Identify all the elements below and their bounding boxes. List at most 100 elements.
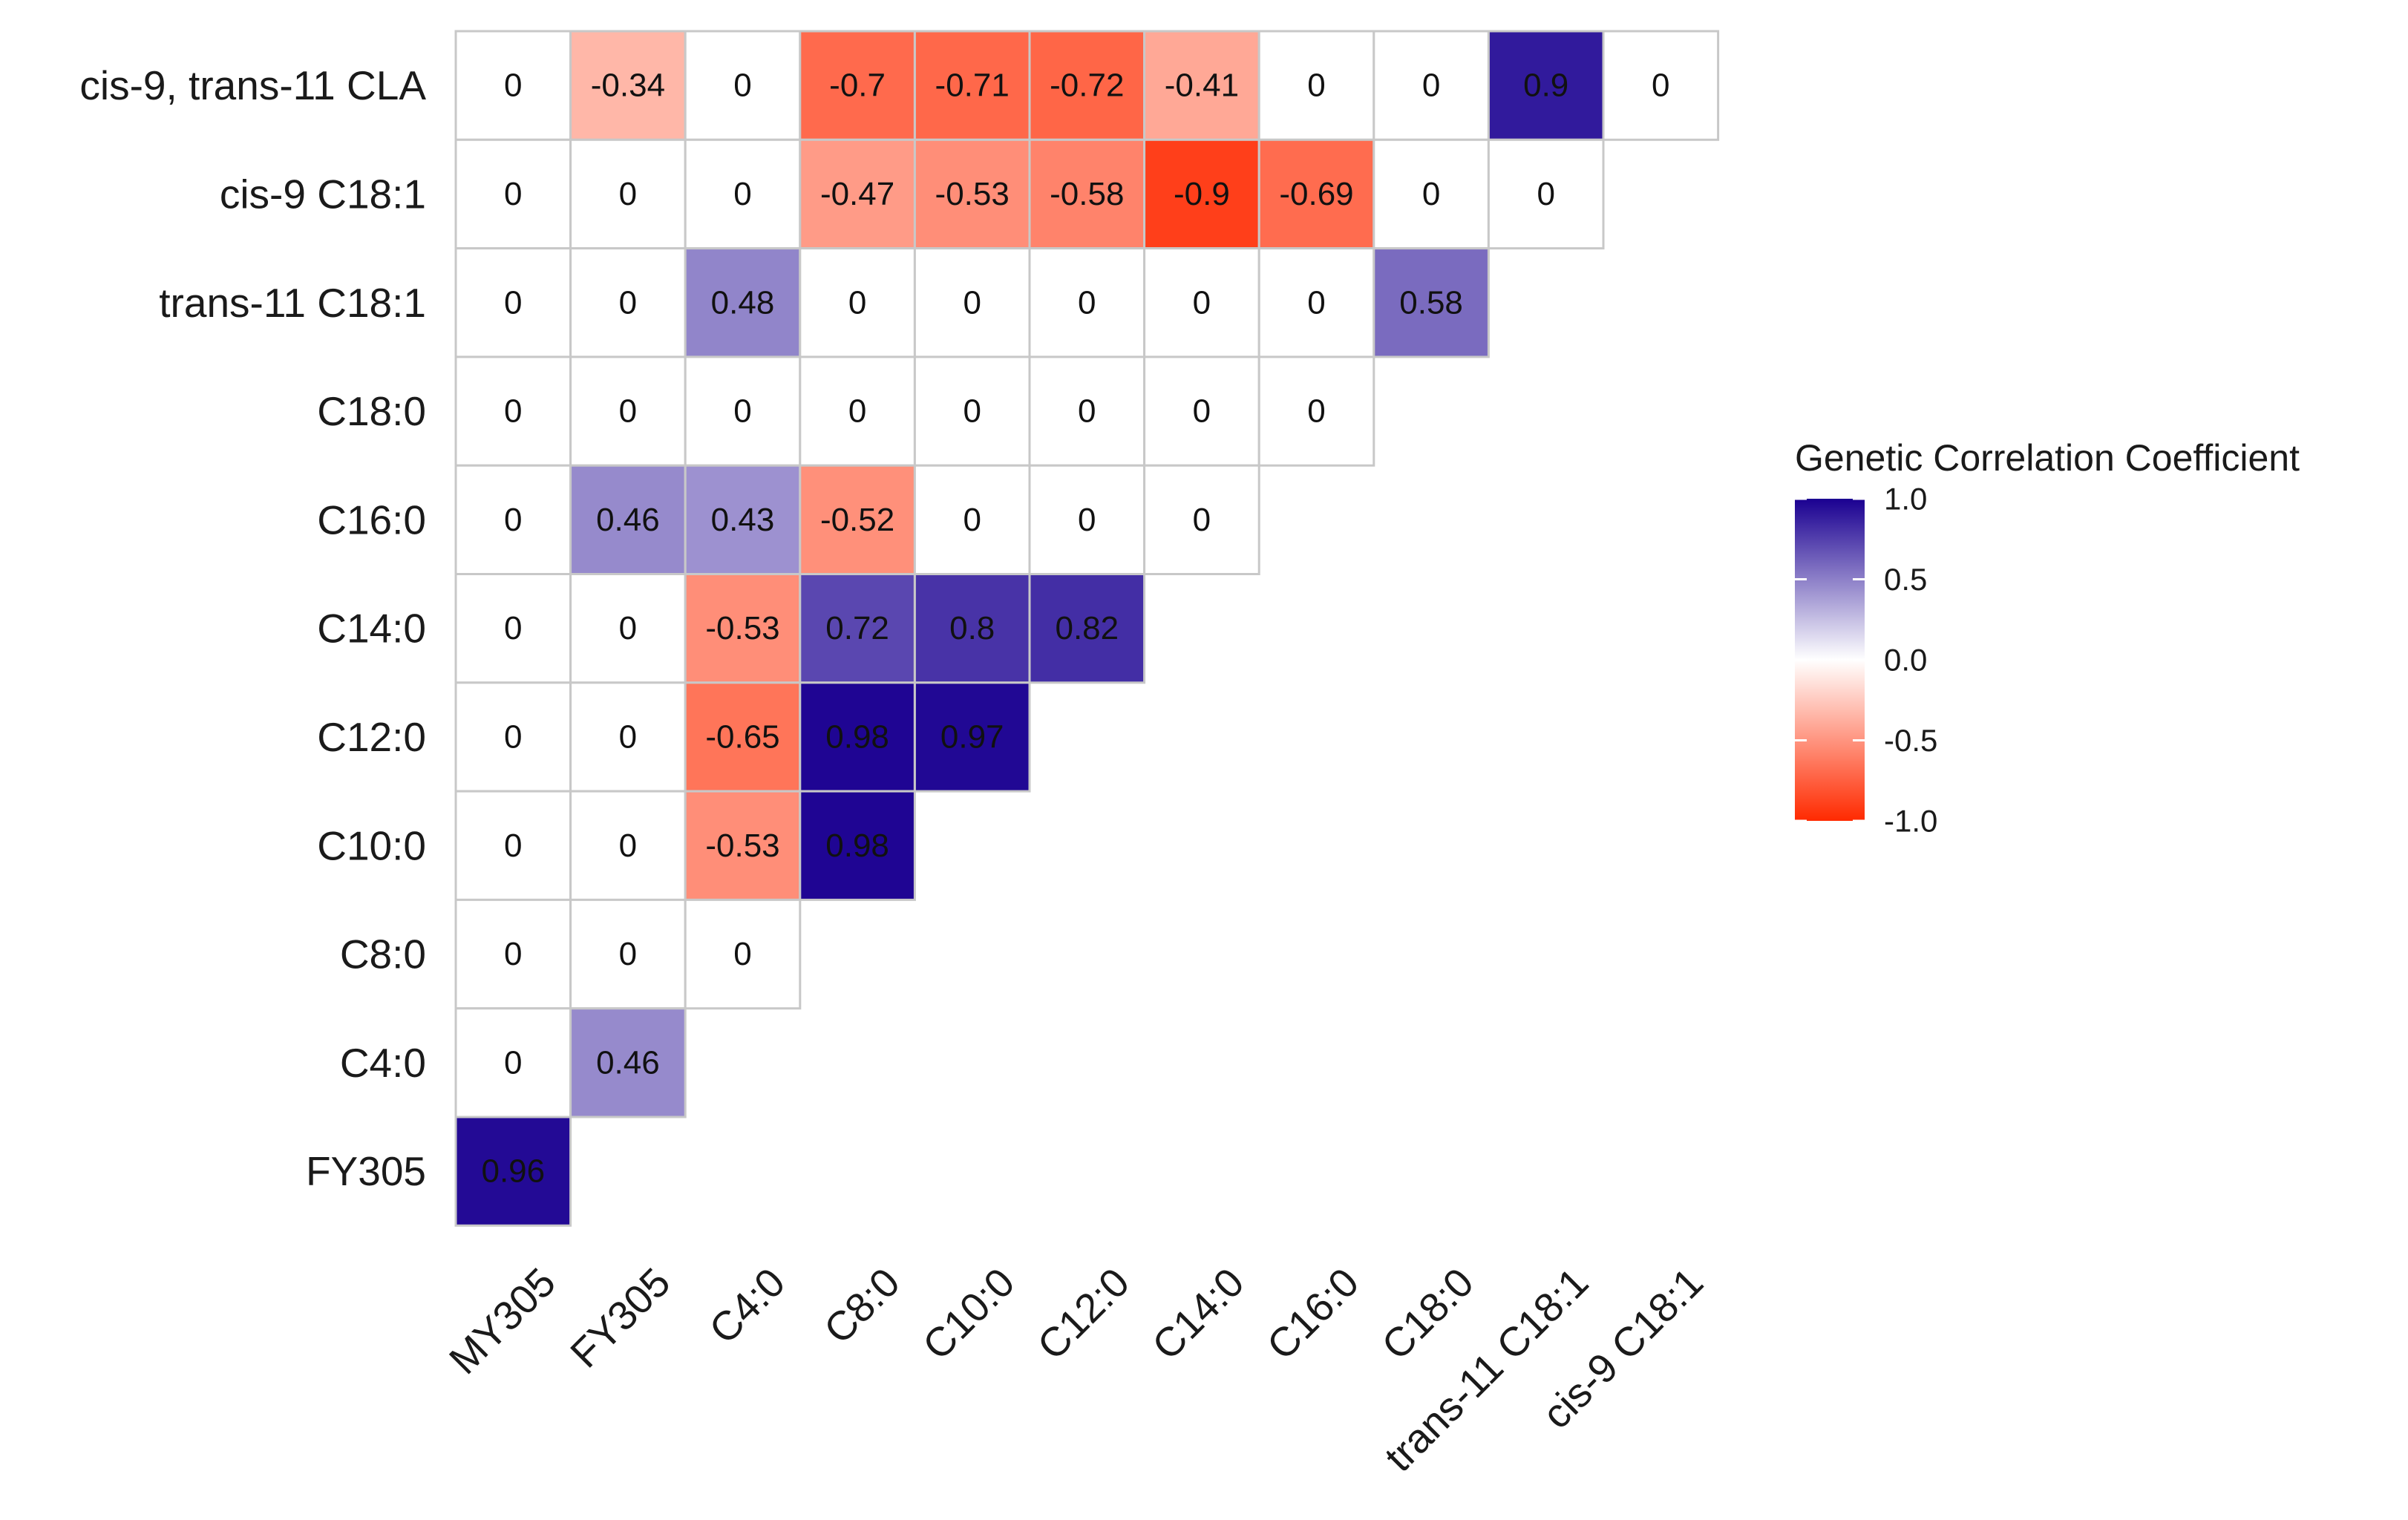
heatmap-cell xyxy=(454,1116,572,1227)
heatmap-cell xyxy=(1487,30,1605,141)
cell-value-label: 0 xyxy=(504,936,522,972)
heatmap-cell xyxy=(454,1007,572,1118)
heatmap-cell xyxy=(1257,356,1375,467)
heatmap-cell xyxy=(1028,573,1146,684)
cell-value-label: 0 xyxy=(619,393,637,430)
cell-value-label: 0.46 xyxy=(596,1044,660,1081)
y-tick-label: cis-9, trans-11 CLA xyxy=(79,62,426,108)
cell-value-label: 0 xyxy=(504,1044,522,1081)
cell-value-label: 0 xyxy=(1078,284,1096,321)
cell-value-label: 0 xyxy=(1307,68,1325,104)
cell-value-label: 0 xyxy=(1193,284,1211,321)
heatmap-cell xyxy=(1257,30,1375,141)
cell-value-label: -0.71 xyxy=(935,68,1010,104)
heatmap-cell xyxy=(913,138,1031,250)
cell-value-label: -0.52 xyxy=(820,502,894,538)
cell-value-label: 0.98 xyxy=(825,828,889,864)
legend-ticks: 1.0 0.5 0.0 -0.5 -1.0 xyxy=(1795,482,1937,839)
cell-value-label: 0.82 xyxy=(1055,610,1119,646)
cell-value-label: 0 xyxy=(504,610,522,646)
heatmap-cell xyxy=(799,464,916,576)
heatmap-cells xyxy=(454,30,1720,1227)
cell-value-label: 0 xyxy=(504,718,522,755)
y-tick-label: C4:0 xyxy=(340,1040,426,1086)
heatmap-cell xyxy=(684,573,802,684)
cell-value-label: 0 xyxy=(619,718,637,755)
heatmap-cell xyxy=(799,790,916,901)
x-tick-label: trans-11 C18:1 xyxy=(1375,1259,1597,1480)
legend-tick-label: -0.5 xyxy=(1884,723,1937,758)
cell-value-label: 0.72 xyxy=(825,610,889,646)
heatmap-cell xyxy=(454,898,572,1010)
heatmap-cell xyxy=(569,1007,687,1118)
x-tick-label: C14:0 xyxy=(1143,1259,1253,1369)
cell-value-label: -0.9 xyxy=(1174,176,1230,212)
heatmap-cell xyxy=(569,573,687,684)
y-tick-label: C12:0 xyxy=(317,714,426,760)
x-tick-label: MY305 xyxy=(440,1259,564,1383)
cell-value-label: 0.9 xyxy=(1523,68,1568,104)
heatmap-cell xyxy=(569,464,687,576)
cell-value-label: 0 xyxy=(504,68,522,104)
cell-value-label: -0.69 xyxy=(1279,176,1353,212)
cell-value-label: 0 xyxy=(504,828,522,864)
heatmap-cell xyxy=(454,573,572,684)
legend-tick-label: 0.0 xyxy=(1884,643,1927,678)
cell-value-label: 0 xyxy=(619,936,637,972)
heatmap-cell xyxy=(454,247,572,358)
cell-value-label: 0 xyxy=(619,284,637,321)
cell-value-label: 0 xyxy=(504,502,522,538)
cell-value-label: 0 xyxy=(1652,68,1669,104)
heatmap-cell xyxy=(1143,138,1260,250)
cell-value-label: 0 xyxy=(848,284,866,321)
x-tick-label: C10:0 xyxy=(914,1259,1024,1369)
cell-value-label: 0 xyxy=(1078,393,1096,430)
x-tick-label: FY305 xyxy=(561,1259,678,1376)
y-tick-label: C16:0 xyxy=(317,497,426,543)
cell-value-label: 0.8 xyxy=(949,610,995,646)
cell-value-label: 0 xyxy=(733,176,751,212)
cell-value-label: 0 xyxy=(1307,393,1325,430)
cell-value-label: -0.53 xyxy=(705,828,779,864)
cell-value-label: 0 xyxy=(1307,284,1325,321)
heatmap-cell xyxy=(1028,138,1146,250)
x-tick-label: C8:0 xyxy=(815,1259,909,1352)
cell-value-label: 0 xyxy=(963,284,981,321)
cell-value-label: 0.48 xyxy=(711,284,775,321)
cell-value-label: 0.96 xyxy=(481,1153,545,1190)
cell-value-label: -0.65 xyxy=(705,718,779,755)
x-tick-label: C16:0 xyxy=(1258,1259,1368,1369)
heatmap-cell xyxy=(684,138,802,250)
heatmap-cell xyxy=(684,681,802,793)
cell-value-label: 0 xyxy=(619,610,637,646)
heatmap-cell xyxy=(1257,138,1375,250)
heatmap-cell xyxy=(1373,247,1490,358)
y-tick-label: cis-9 C18:1 xyxy=(220,171,426,217)
cell-value-label: 0 xyxy=(1078,502,1096,538)
cell-value-label: -0.72 xyxy=(1050,68,1124,104)
cell-value-label: 0 xyxy=(504,393,522,430)
heatmap-cell xyxy=(1487,138,1605,250)
heatmap-cell xyxy=(569,681,687,793)
heatmap-cell xyxy=(569,247,687,358)
cell-value-label: 0 xyxy=(848,393,866,430)
heatmap-cell xyxy=(454,356,572,467)
heatmap-cell xyxy=(684,30,802,141)
cell-value-label: 0 xyxy=(1422,176,1440,212)
heatmap-cell xyxy=(684,790,802,901)
heatmap-cell xyxy=(684,898,802,1010)
heatmap-cell xyxy=(569,30,687,141)
legend-title: Genetic Correlation Coefficient xyxy=(1795,437,2300,479)
cell-value-label: -0.47 xyxy=(820,176,894,212)
heatmap-cell xyxy=(1028,356,1146,467)
cell-value-label: -0.58 xyxy=(1050,176,1124,212)
cell-value-label: 0.46 xyxy=(596,502,660,538)
cell-value-label: 0.98 xyxy=(825,718,889,755)
y-tick-label: C10:0 xyxy=(317,822,426,868)
heatmap-cell xyxy=(913,464,1031,576)
cell-value-label: 0 xyxy=(963,502,981,538)
y-tick-label: C8:0 xyxy=(340,931,426,977)
y-axis-tick-labels: cis-9, trans-11 CLA cis-9 C18:1 trans-11 C… xyxy=(79,62,426,1194)
cell-value-label: 0 xyxy=(733,936,751,972)
